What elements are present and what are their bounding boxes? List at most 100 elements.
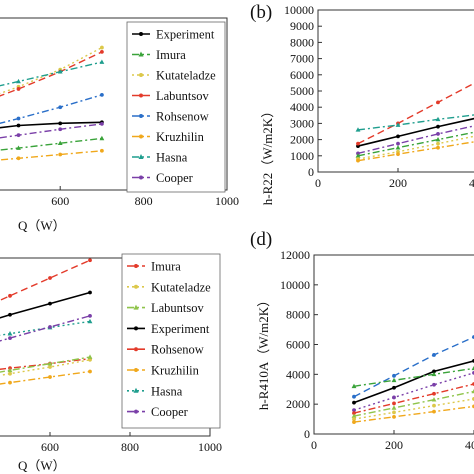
data-point xyxy=(16,78,21,84)
data-point xyxy=(87,354,93,359)
data-point xyxy=(48,375,52,379)
plots-layer: 400 600 800 1000 Experiment Imura Kutateladze L… xyxy=(0,3,474,454)
x-tick-label: 200 xyxy=(385,438,403,452)
legend-marker xyxy=(133,387,139,393)
series-group xyxy=(0,45,105,161)
panel-label-b: (b) xyxy=(250,2,272,23)
series-line-hasna xyxy=(0,61,103,87)
x-tick-label: 0 xyxy=(311,438,317,452)
x-tick-label: 800 xyxy=(135,194,153,208)
data-point xyxy=(436,124,440,129)
legend-marker xyxy=(134,368,138,372)
data-point xyxy=(436,100,440,105)
x-axis-label-a: Q（W） xyxy=(18,218,66,233)
chart-panel-2: 4006008001000ImuraKutateladzeLabuntsovEx… xyxy=(0,253,222,454)
chart-panel-3: 0200400020004000600080001000012000 xyxy=(280,248,474,452)
y-tick-label: 8000 xyxy=(290,35,314,49)
data-point xyxy=(352,408,356,413)
y-tick-label: 10000 xyxy=(284,3,314,17)
legend-marker xyxy=(139,175,143,180)
series-line-kutateladze xyxy=(357,135,474,160)
legend-marker xyxy=(139,134,143,139)
data-point xyxy=(391,405,397,410)
x-tick-label: 400 xyxy=(469,176,474,190)
data-point xyxy=(88,258,92,263)
series-line-kutateladze xyxy=(0,46,103,95)
data-point xyxy=(58,105,63,110)
panel-label-d: (d) xyxy=(250,229,272,250)
legend-box xyxy=(121,253,221,429)
data-point xyxy=(392,373,396,378)
series-line-rohsenow xyxy=(353,336,474,398)
data-point xyxy=(471,388,474,394)
legend-marker xyxy=(138,51,144,57)
data-point xyxy=(58,152,63,157)
legend-marker xyxy=(139,32,143,36)
data-point xyxy=(47,361,53,366)
legend-label: Imura xyxy=(156,48,186,62)
legend-label: Hasna xyxy=(156,151,188,165)
legend-label: Kutateladze xyxy=(151,280,211,294)
data-point xyxy=(48,276,52,280)
legend-label: Cooper xyxy=(151,405,189,419)
data-point xyxy=(395,145,401,150)
data-point xyxy=(471,365,474,371)
data-point xyxy=(431,397,437,402)
data-point xyxy=(58,121,63,126)
data-point xyxy=(88,313,92,318)
data-point xyxy=(351,413,357,418)
data-point xyxy=(435,137,441,142)
series-line-labuntsov xyxy=(353,390,474,417)
data-point xyxy=(432,353,436,357)
data-point xyxy=(352,400,356,405)
data-point xyxy=(352,394,356,399)
data-point xyxy=(392,385,396,390)
legend-label: Cooper xyxy=(156,171,194,185)
legend-marker xyxy=(134,347,138,352)
text-layer: (b) (d) Q（W） Q（W） h-R22（W/m2K） h-R410A（W… xyxy=(18,2,275,473)
data-point xyxy=(99,59,105,64)
legend-label: Rohsenow xyxy=(151,343,204,357)
y-tick-label: 3000 xyxy=(290,116,314,130)
data-point xyxy=(87,318,93,324)
legend-marker xyxy=(138,154,144,159)
legend-marker xyxy=(139,73,143,77)
data-point xyxy=(7,367,13,373)
data-point xyxy=(431,371,437,377)
data-point xyxy=(355,127,361,132)
data-point xyxy=(392,401,396,406)
series-line-cooper xyxy=(0,315,91,342)
data-point xyxy=(392,395,396,400)
data-point xyxy=(436,141,440,146)
y-tick-label: 12000 xyxy=(280,248,310,262)
x-tick-label: 400 xyxy=(465,438,474,452)
chart-panel-0: 4006008001000ExperimentImuraKutateladzeL… xyxy=(0,17,239,208)
y-tick-label: 5000 xyxy=(290,84,314,98)
data-point xyxy=(7,331,13,336)
x-tick-label: 600 xyxy=(51,194,69,208)
data-point xyxy=(16,87,21,91)
y-tick-label: 2000 xyxy=(290,133,314,147)
data-point xyxy=(396,152,400,157)
y-tick-label: 9000 xyxy=(290,19,314,33)
x-tick-label: 1000 xyxy=(198,440,222,454)
data-point xyxy=(432,369,436,374)
legend-marker xyxy=(133,304,139,310)
legend: Experiment Imura Kutateladze Labuntsov Rohse… xyxy=(126,21,226,193)
data-point xyxy=(8,380,12,385)
data-point xyxy=(58,127,63,132)
data-point xyxy=(436,145,440,150)
series-line-kruzhilin xyxy=(0,370,91,385)
data-point xyxy=(100,92,104,97)
legend-label: Experiment xyxy=(156,28,215,42)
data-point xyxy=(392,410,396,415)
legend-marker xyxy=(139,114,143,118)
x-axis-label-c: Q（W） xyxy=(18,458,66,473)
data-point xyxy=(432,382,436,387)
data-point xyxy=(396,141,400,146)
legend-marker xyxy=(134,326,138,331)
legend-marker xyxy=(134,409,138,414)
legend-marker xyxy=(139,93,143,98)
y-tick-label: 7000 xyxy=(290,52,314,66)
